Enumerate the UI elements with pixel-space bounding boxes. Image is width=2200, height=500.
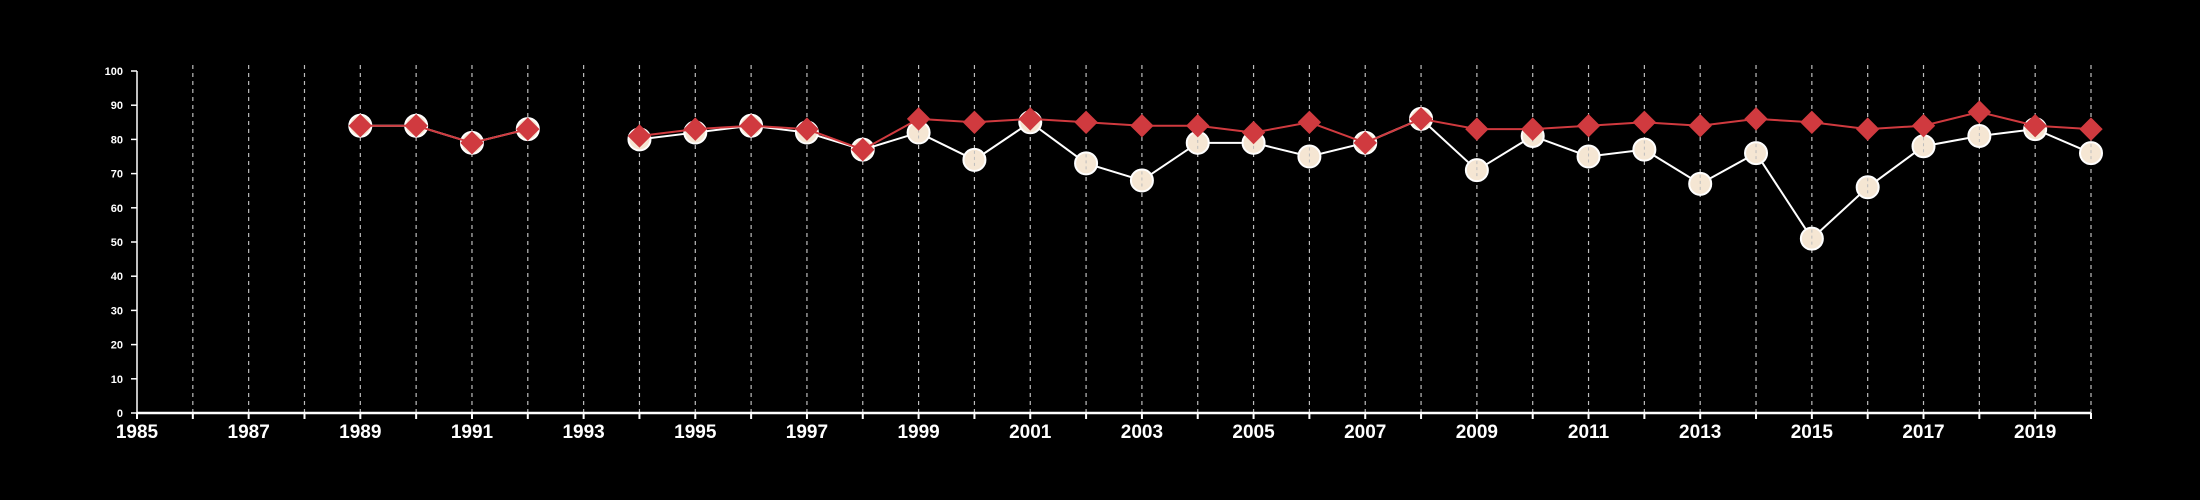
data-point-diamond — [739, 114, 763, 138]
data-point-diamond — [683, 117, 707, 141]
x-tick-label: 2019 — [2014, 422, 2056, 443]
y-tick-label: 20 — [111, 340, 123, 352]
y-tick-label: 60 — [111, 203, 123, 215]
x-tick-label: 2003 — [1121, 422, 1163, 443]
y-tick-label: 100 — [105, 66, 123, 78]
data-point-diamond — [795, 117, 819, 141]
x-tick-label: 1991 — [451, 422, 494, 443]
data-point-diamond — [1521, 117, 1545, 141]
data-point-diamond — [1186, 114, 1210, 138]
data-point-diamond — [1688, 114, 1712, 138]
x-tick-label: 1999 — [897, 422, 939, 443]
x-tick-label: 1997 — [786, 422, 828, 443]
x-tick-label: 2015 — [1791, 422, 1834, 443]
data-point-diamond — [2079, 117, 2103, 141]
y-tick-label: 40 — [111, 271, 123, 283]
y-tick-label: 90 — [111, 100, 123, 112]
data-point-diamond — [1576, 114, 1601, 138]
data-point-diamond — [1297, 110, 1322, 135]
y-tick-label: 50 — [111, 237, 123, 249]
axis-layer: 1985 1987 1989 1991 1993 1995 1997 1999 2001 2003… — [105, 66, 2092, 443]
data-point-diamond — [962, 110, 987, 135]
x-tick-label: 2013 — [1679, 422, 1721, 443]
data-point-diamond — [404, 114, 428, 138]
x-tick-label: 1993 — [562, 422, 604, 443]
data-point-diamond — [1074, 110, 1098, 135]
data-point-diamond — [1130, 114, 1154, 138]
data-point-diamond — [1967, 100, 1992, 124]
series-layer — [348, 100, 2103, 251]
x-tick-label: 1985 — [116, 422, 159, 443]
x-tick-label: 2005 — [1232, 422, 1275, 443]
x-tick-label: 1989 — [339, 422, 381, 443]
data-point-diamond — [1241, 120, 1266, 145]
data-point-diamond — [1353, 131, 1377, 155]
data-point-diamond — [851, 137, 875, 162]
y-tick-label: 0 — [117, 408, 123, 420]
data-point-diamond — [1018, 107, 1042, 131]
data-point-diamond — [2023, 114, 2047, 138]
data-point-diamond — [1855, 117, 1880, 141]
data-point-diamond — [906, 107, 931, 131]
x-tick-label: 1987 — [228, 422, 270, 443]
data-point-diamond — [1465, 117, 1489, 141]
y-tick-label: 30 — [111, 305, 123, 317]
y-tick-label: 80 — [111, 134, 123, 146]
series-line-diamond — [360, 124, 529, 144]
data-point-diamond — [1744, 107, 1768, 131]
data-point-diamond — [516, 117, 540, 141]
data-point-diamond — [1800, 110, 1824, 135]
series-diamond — [348, 100, 2103, 162]
y-tick-label: 10 — [111, 374, 123, 386]
data-point-diamond — [1409, 107, 1433, 131]
data-point-diamond — [348, 114, 373, 138]
x-tick-label: 1995 — [674, 422, 717, 443]
x-tick-label: 2007 — [1344, 422, 1386, 443]
y-tick-label: 70 — [111, 169, 123, 181]
x-tick-label: 2011 — [1568, 422, 1610, 443]
x-tick-label: 2017 — [1902, 422, 1944, 443]
data-point-diamond — [627, 124, 652, 148]
x-tick-label: 2001 — [1009, 422, 1052, 443]
x-tick-label: 2009 — [1456, 422, 1498, 443]
data-point-diamond — [460, 131, 484, 155]
data-point-diamond — [1911, 114, 1936, 138]
data-point-diamond — [1632, 110, 1657, 135]
